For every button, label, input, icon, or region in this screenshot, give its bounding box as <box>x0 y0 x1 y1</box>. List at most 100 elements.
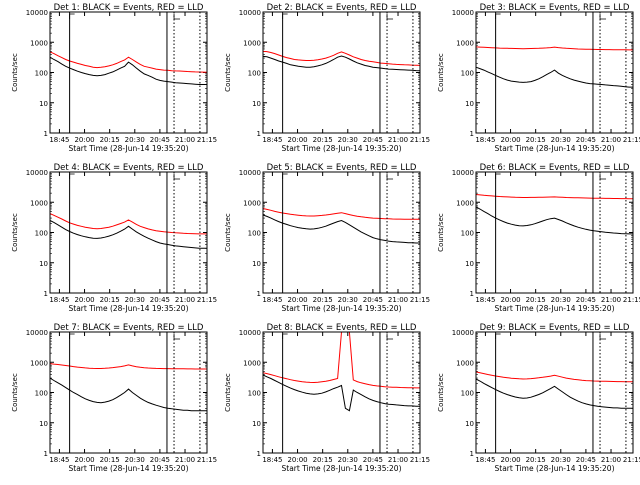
x-tick-label: 20:30 <box>125 456 145 464</box>
x-axis-label: Start Time (28-Jun-14 19:35:20) <box>495 464 615 473</box>
y-tick-label: 1000 <box>30 199 48 207</box>
x-tick-label: 20:30 <box>551 456 571 464</box>
x-tick-label: 20:00 <box>500 136 520 144</box>
x-tick-label: 20:15 <box>526 456 546 464</box>
series-line-events <box>262 214 420 244</box>
panel-title: Det 7: BLACK = Events, RED = LLD <box>54 323 204 333</box>
y-tick-label: 1 <box>44 130 48 138</box>
end-flag-marker <box>386 334 394 340</box>
x-axis-label: Start Time (28-Jun-14 19:35:20) <box>495 144 615 153</box>
y-tick-label: 10000 <box>452 329 474 337</box>
x-tick-label: 20:15 <box>100 296 120 304</box>
x-tick-label: 21:15 <box>623 296 640 304</box>
y-tick-label: 1000 <box>30 39 48 47</box>
y-axis-label: Counts/sec <box>437 213 445 252</box>
x-tick-label: 20:15 <box>313 456 333 464</box>
x-tick-label: 20:30 <box>551 296 571 304</box>
x-tick-label: 20:45 <box>150 136 170 144</box>
y-tick-label: 100 <box>35 230 48 238</box>
plot-frame <box>49 11 208 134</box>
y-tick-label: 1000 <box>243 359 261 367</box>
series-line-lld <box>49 213 207 235</box>
x-tick-label: 21:15 <box>623 456 640 464</box>
panel-title: Det 3: BLACK = Events, RED = LLD <box>480 3 630 13</box>
y-axis-label: Counts/sec <box>224 213 232 252</box>
y-tick-label: 100 <box>35 390 48 398</box>
y-tick-label: 100 <box>461 390 474 398</box>
y-tick-label: 1 <box>257 450 261 458</box>
y-tick-label: 1000 <box>456 39 474 47</box>
end-flag-marker <box>599 174 607 180</box>
x-tick-label: 20:30 <box>125 296 145 304</box>
panel-title: Det 9: BLACK = Events, RED = LLD <box>480 323 630 333</box>
y-tick-label: 10 <box>252 100 261 108</box>
panel-title: Det 8: BLACK = Events, RED = LLD <box>267 323 417 333</box>
x-tick-label: 20:45 <box>150 456 170 464</box>
y-tick-label: 10000 <box>452 169 474 177</box>
series-line-events <box>262 374 420 412</box>
y-tick-label: 100 <box>248 230 261 238</box>
start-flag-marker <box>69 333 75 339</box>
series-line-lld <box>49 363 207 370</box>
start-flag-marker <box>495 333 501 339</box>
x-tick-label: 20:00 <box>74 136 94 144</box>
x-tick-label: 21:00 <box>601 456 621 464</box>
x-tick-label: 20:00 <box>500 456 520 464</box>
panel-det-6: Det 6: BLACK = Events, RED = LLD 1 10 100 10… <box>437 163 640 313</box>
x-tick-label: 21:15 <box>410 296 430 304</box>
y-tick-label: 100 <box>461 230 474 238</box>
x-tick-label: 18:45 <box>475 136 495 144</box>
x-tick-label: 20:30 <box>338 456 358 464</box>
y-axis-label: Counts/sec <box>437 53 445 92</box>
y-tick-label: 10 <box>39 420 48 428</box>
x-tick-label: 20:15 <box>313 296 333 304</box>
y-tick-label: 10000 <box>26 169 48 177</box>
series-line-lld <box>475 371 633 383</box>
y-tick-label: 100 <box>248 70 261 78</box>
end-flag-marker <box>386 174 394 180</box>
x-tick-label: 20:15 <box>526 296 546 304</box>
y-tick-label: 1 <box>470 130 474 138</box>
series-line-events <box>49 56 207 85</box>
end-flag-marker <box>599 334 607 340</box>
start-flag-marker <box>282 173 288 179</box>
x-tick-label: 20:15 <box>100 136 120 144</box>
y-tick-label: 10 <box>39 260 48 268</box>
x-tick-label: 21:15 <box>197 136 217 144</box>
x-tick-label: 18:45 <box>49 136 69 144</box>
y-tick-label: 10000 <box>239 9 261 17</box>
start-flag-marker <box>282 333 288 339</box>
y-tick-label: 10000 <box>239 169 261 177</box>
plot-frame <box>475 11 634 134</box>
x-tick-label: 20:45 <box>576 136 596 144</box>
y-tick-label: 10000 <box>26 9 48 17</box>
x-tick-label: 20:00 <box>287 296 307 304</box>
y-axis-label: Counts/sec <box>224 373 232 412</box>
y-tick-label: 10 <box>465 420 474 428</box>
y-tick-label: 100 <box>461 70 474 78</box>
y-tick-label: 1 <box>44 450 48 458</box>
x-tick-label: 20:45 <box>150 296 170 304</box>
x-tick-label: 18:45 <box>262 136 282 144</box>
plot-frame <box>49 331 208 454</box>
x-tick-label: 18:45 <box>475 296 495 304</box>
y-tick-label: 10000 <box>26 329 48 337</box>
y-axis-label: Counts/sec <box>224 53 232 92</box>
series-line-events <box>49 377 207 412</box>
start-flag-marker <box>69 173 75 179</box>
series-line-lld <box>475 46 633 51</box>
x-tick-label: 20:00 <box>74 296 94 304</box>
x-tick-label: 20:15 <box>526 136 546 144</box>
x-tick-label: 20:15 <box>100 456 120 464</box>
end-flag-marker <box>173 334 181 340</box>
y-tick-label: 10000 <box>239 329 261 337</box>
y-axis-label: Counts/sec <box>11 373 19 412</box>
series-line-lld <box>262 208 420 220</box>
x-axis-label: Start Time (28-Jun-14 19:35:20) <box>282 464 402 473</box>
x-tick-label: 20:45 <box>363 136 383 144</box>
start-flag-marker <box>495 173 501 179</box>
x-axis-label: Start Time (28-Jun-14 19:35:20) <box>282 144 402 153</box>
x-tick-label: 21:15 <box>197 456 217 464</box>
x-tick-label: 21:00 <box>388 296 408 304</box>
